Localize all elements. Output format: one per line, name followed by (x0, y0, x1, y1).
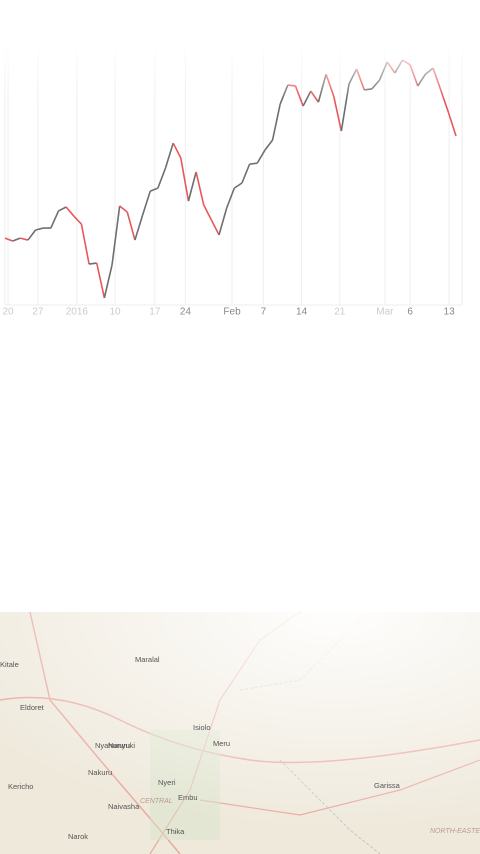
map-label: Maralal (135, 655, 160, 664)
map-label: CENTRAL (140, 798, 173, 805)
x-tick-label: 10 (110, 307, 122, 318)
line-segment (65, 206, 75, 217)
x-tick-label: 7 (261, 307, 267, 318)
line-segment (35, 227, 44, 231)
map-label: Nyahururu (95, 741, 130, 750)
map-label: Meru (213, 739, 230, 748)
line-segment (241, 163, 251, 184)
line-segment (180, 157, 190, 202)
line-segment (225, 187, 236, 209)
line-segment (218, 207, 228, 236)
line-segment (12, 237, 21, 242)
x-tick-label: 17 (149, 307, 161, 318)
line-segment (187, 171, 197, 202)
line-segment (119, 205, 128, 213)
line-segment (58, 206, 67, 212)
x-tick-label: 2016 (66, 307, 89, 318)
x-tick-label: 24 (180, 307, 192, 318)
map-label: Embu (178, 793, 198, 802)
line-segment (271, 103, 281, 141)
line-segment (157, 167, 167, 189)
map-fade (0, 612, 480, 854)
line-segment (332, 95, 343, 132)
map-label: Nyeri (158, 778, 176, 787)
map-label: Narok (68, 832, 88, 841)
line-segment (164, 142, 174, 169)
x-tick-label: 14 (296, 307, 308, 318)
x-tick-label: 20 (2, 307, 14, 318)
line-segment (126, 211, 136, 241)
line-segment (149, 187, 159, 192)
line-segment (172, 142, 182, 159)
x-tick-label: 13 (444, 307, 456, 318)
x-tick-label: 21 (334, 307, 346, 318)
map-label: Eldoret (20, 703, 45, 712)
line-segment (88, 262, 97, 265)
map-label: Nakuru (88, 768, 112, 777)
x-tick-label: 27 (32, 307, 44, 318)
map-label: Nanyuki (108, 741, 135, 750)
map-label: Kericho (8, 782, 33, 791)
line-segment (4, 237, 13, 242)
map-label: NORTH-EASTERN (430, 828, 480, 835)
line-segment (50, 210, 60, 229)
line-segment (111, 205, 121, 266)
line-segment (103, 264, 113, 299)
line-segment (141, 190, 151, 216)
line-segment (447, 111, 457, 137)
line-segment (203, 204, 213, 221)
line-segment (73, 215, 83, 225)
chart-fade (0, 40, 480, 100)
line-segment (80, 223, 90, 265)
map-label: Garissa (374, 781, 401, 790)
map-label: Kitale (0, 660, 19, 669)
line-segment (95, 262, 106, 299)
line-segment (249, 162, 258, 165)
x-tick-label: Mar (376, 307, 394, 318)
map-label: Thika (166, 827, 185, 836)
line-segment (20, 237, 29, 241)
line-segment (195, 171, 205, 206)
line-segment (210, 219, 220, 236)
line-segment (134, 214, 144, 241)
line-segment (233, 182, 243, 189)
line-segment (264, 139, 274, 151)
x-tick-label: Feb (223, 307, 241, 318)
line-segment (27, 229, 37, 241)
map-label: Naivasha (108, 802, 140, 811)
x-tick-label: 6 (407, 307, 413, 318)
line-segment (256, 149, 266, 164)
map-label: Isiolo (193, 723, 211, 732)
